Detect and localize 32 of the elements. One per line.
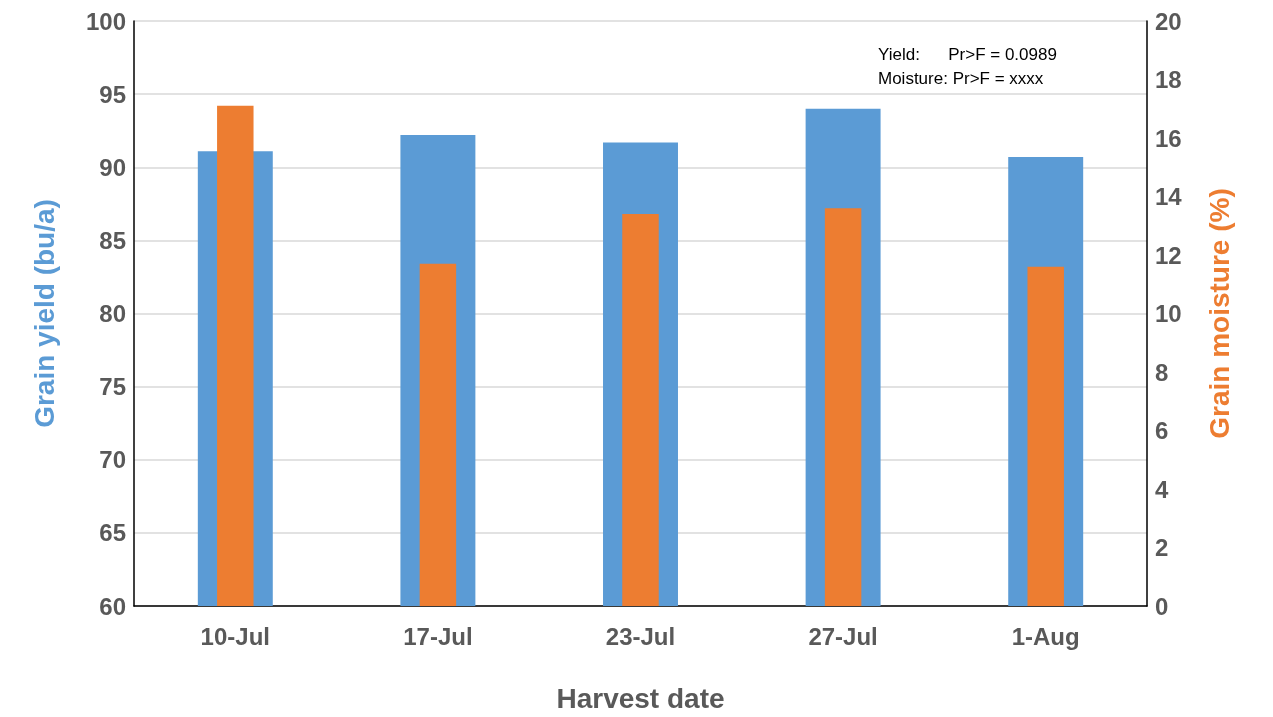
x-tick-label: 17-Jul [403, 622, 473, 650]
x-tick-label: 27-Jul [808, 622, 878, 650]
y-tick-label: 60 [99, 592, 126, 620]
y2-tick-label: 2 [1155, 534, 1169, 561]
y-tick-label: 95 [99, 80, 126, 108]
x-tick-label: 23-Jul [605, 622, 676, 650]
y-tick-label: 75 [99, 373, 126, 401]
x-tick-label: 10-Jul [200, 622, 270, 650]
y-axis-title: Grain yield (bu/a) [28, 199, 60, 428]
y2-tick-label: 12 [1155, 241, 1182, 269]
y2-tick-label: 16 [1155, 124, 1182, 152]
y2-tick-label: 14 [1155, 183, 1183, 210]
annotation: Moisture: Pr>F = xxxx [878, 68, 1044, 88]
x-axis-title: Harvest date [556, 682, 725, 714]
bar [419, 263, 457, 606]
y2-tick-label: 8 [1155, 358, 1169, 386]
x-tick-label: 1-Aug [1011, 622, 1080, 650]
y2-tick-label: 18 [1155, 66, 1182, 93]
bar [1027, 266, 1064, 606]
y2-tick-label: 20 [1155, 7, 1182, 35]
y2-axis-title: Grain moisture (%) [1203, 188, 1235, 439]
y2-tick-label: 4 [1155, 475, 1169, 503]
y-tick-label: 90 [99, 153, 126, 181]
y2-tick-label: 0 [1155, 592, 1169, 620]
y-tick-label: 80 [99, 300, 126, 327]
y2-tick-label: 10 [1155, 300, 1182, 327]
y-tick-label: 100 [85, 7, 126, 35]
y-tick-label: 85 [99, 226, 126, 254]
y2-tick-label: 6 [1155, 417, 1169, 444]
y-tick-label: 65 [99, 519, 126, 547]
y-tick-label: 70 [99, 446, 126, 474]
annotation: Yield: Pr>F = 0.0989 [878, 44, 1057, 64]
